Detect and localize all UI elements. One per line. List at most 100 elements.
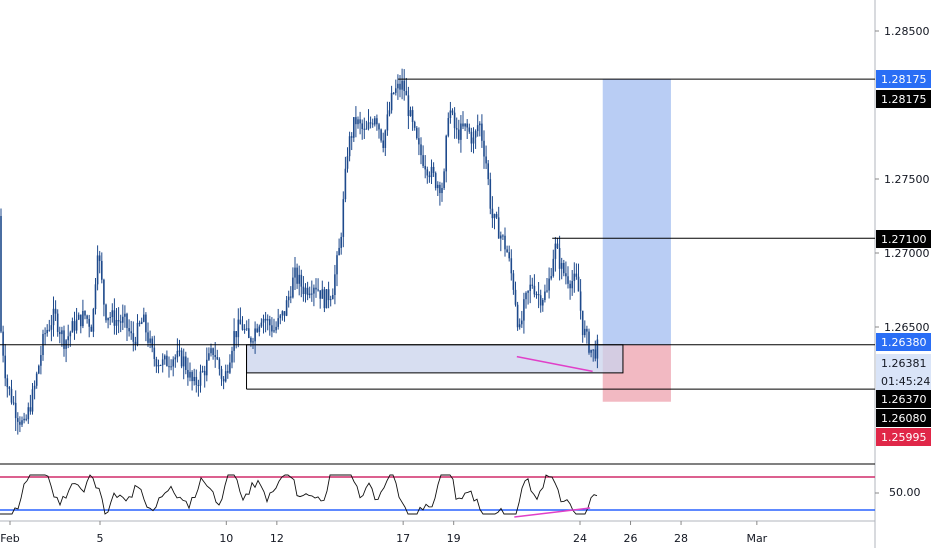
x-tick-label: 24 [573,532,587,545]
price-label: 1.26381 [881,357,927,370]
candle-body [281,311,284,316]
x-tick-label: 5 [97,532,104,545]
x-tick-label: Mar [746,532,767,545]
candle-body [290,296,292,298]
candle-body [6,378,9,388]
candle-body [455,128,458,130]
candle-body [336,255,338,275]
candle-body [390,92,393,111]
candle-body [453,112,456,129]
candle-body [111,310,114,318]
candle-body [269,319,271,326]
candle-body [126,313,128,329]
candle-body [470,131,473,144]
candle-body [59,331,61,335]
candle-body [164,355,166,360]
candle-body [466,123,468,128]
candle-body [172,359,174,367]
candle-body [117,320,120,322]
candle-body [38,365,40,374]
price-label: 01:45:24 [881,375,930,388]
candle-body [317,289,319,291]
candle-body [271,325,273,332]
candle-body [33,385,36,390]
candle-body [206,359,208,376]
x-tick-label: 17 [396,532,410,545]
candle-body [424,165,426,170]
candle-body [441,188,443,194]
candle-body [67,336,69,341]
candle-body [409,110,412,117]
rsi-tick-label: 50.00 [889,486,921,499]
candle-body [548,278,550,291]
candle-body [416,127,418,139]
candle-body [140,321,143,324]
y-tick-label: 1.27500 [884,173,930,186]
candle-body [54,308,57,314]
price-label-bg [876,390,931,408]
candle-body [359,119,361,124]
candle-body [432,166,435,174]
candle-body [170,366,172,368]
price-label: 1.25995 [881,431,927,444]
x-tick-label: 10 [219,532,233,545]
candle-body [504,235,506,250]
price-label: 1.26370 [881,393,927,406]
candle-body [84,310,86,316]
candle-body [300,274,303,287]
candle-body [327,289,330,301]
candle-body [374,118,376,125]
candle-body [86,315,88,319]
rsi-line [0,474,598,515]
candle-body [178,350,181,352]
price-divergence-line [516,355,593,373]
candle-body [212,348,214,356]
candle-body [107,317,109,321]
candle-body [302,286,305,295]
candle-body [27,407,30,420]
candle-body [365,128,368,130]
candle-body [386,114,389,131]
candle-body [550,276,552,279]
candle-body [346,156,349,169]
candle-body [113,310,116,326]
candle-body [384,130,387,148]
candle-body [82,310,84,327]
candle-body [392,92,395,94]
candle-body [23,418,25,421]
candle-body [502,235,504,237]
candle-body [264,318,267,321]
candle-body [571,280,573,289]
x-tick-label: 12 [270,532,284,545]
candle-body [132,333,135,342]
candle-body [525,292,527,300]
candle-body [48,329,51,331]
candle-body [115,320,118,326]
candle-body [77,314,80,320]
candle-body [323,289,326,309]
candle-body [353,117,355,138]
candle-body [56,313,59,332]
candle-body [88,318,90,327]
candle-body [308,293,311,296]
candle-body [449,110,452,119]
candle-body [103,279,105,305]
candle-body [0,216,2,332]
candle-body [124,313,126,317]
candle-body [80,314,82,327]
candle-body [180,350,183,367]
candle-body [149,338,151,343]
candle-body [319,290,321,299]
candle-body [136,322,139,345]
candle-body [44,333,46,335]
candle-body [248,328,250,338]
candle-body [510,258,513,274]
candle-body [401,80,403,90]
candle-body [581,310,584,336]
candle-body [588,331,590,353]
candle-body [147,332,149,343]
candle-body [506,249,508,253]
candle-body [542,299,544,306]
